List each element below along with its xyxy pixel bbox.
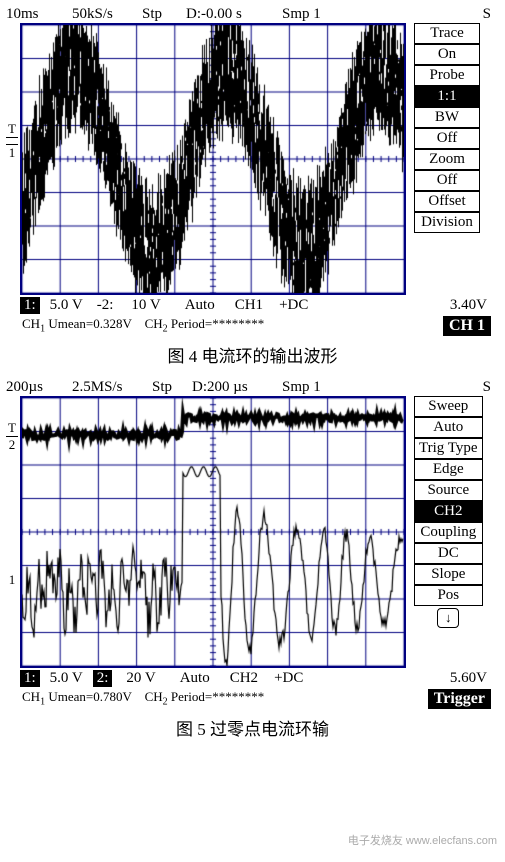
ch2-scale: 10 V [117,297,174,314]
state: Stp [152,379,192,396]
trig-src: CH1 [225,297,273,314]
smp: Smp 1 [282,6,342,23]
down-arrow-icon[interactable]: ↓ [437,608,459,628]
menu-item-trig-type[interactable]: Trig Type [414,438,483,459]
scope2-menu: SweepAutoTrig TypeEdgeSourceCH2CouplingD… [414,396,483,668]
scope2-canvas [22,398,404,666]
menu-item-dc[interactable]: DC [414,543,483,564]
ch1-marker: 1 [6,144,18,161]
delay: D:200 µs [192,379,282,396]
ch1-marker-badge: 1: [20,297,40,314]
scope1-left-markers: T 1 [6,121,18,161]
meas-period-value: ******** [212,316,264,331]
meas-ch2-sub: 2 [163,697,168,708]
menu-item-coupling[interactable]: Coupling [414,522,483,543]
sample-rate: 2.5MS/s [72,379,152,396]
readout: 3.40V [450,297,501,314]
scope2-bottom-bar: 1: 5.0 V 2: 20 V Auto CH2 +DC 5.60V [0,668,505,689]
scope1-measurements: CH1 Umean=0.328V CH2 Period=******** [0,316,264,336]
scope1-bottom-bar: 1: 5.0 V -2: 10 V Auto CH1 +DC 3.40V [0,295,505,316]
smp: Smp 1 [282,379,342,396]
meas-ch1-sub: 1 [40,324,45,335]
top-right-s: S [483,6,501,23]
trig-src: CH2 [220,670,268,687]
meas-ch2-sub: 2 [163,324,168,335]
coupling: +DC [273,297,314,314]
scope2-measurements: CH1 Umean=0.780V CH2 Period=******** [0,689,264,709]
scope-2-block: 200µs 2.5MS/s Stp D:200 µs Smp 1 S T 2 1… [0,371,505,744]
ch2-marker: -2: [93,297,118,314]
ch2-marker: 2 [6,437,18,453]
menu-item-auto[interactable]: Auto [414,417,483,438]
trigger-marker: T [6,121,18,138]
ch1-scale: 5.0 V [40,297,93,314]
menu-item-edge[interactable]: Edge [414,459,483,480]
ch1-marker-badge: 1: [20,670,40,687]
menu-item-off[interactable]: Off [414,128,480,149]
trigger-marker: T [6,420,18,437]
time-div: 10ms [6,6,72,23]
menu-item-offset[interactable]: Offset [414,191,480,212]
ch1-marker: 1 [6,572,18,588]
scope1-menu: TraceOnProbe1:1BWOffZoomOffOffsetDivisio… [414,23,480,295]
ch1-scale: 5.0 V [40,670,93,687]
meas-ch2-label: CH [145,316,163,331]
mode: Auto [170,670,220,687]
ch2-marker-badge: 2: [93,670,113,687]
menu-item-division[interactable]: Division [414,212,480,233]
active-ch-badge: Trigger [428,689,491,709]
menu-item-probe[interactable]: Probe [414,65,480,86]
sample-rate: 50kS/s [72,6,142,23]
active-ch-badge: CH 1 [443,316,491,336]
menu-item-slope[interactable]: Slope [414,564,483,585]
meas-ch1-label: CH [22,689,40,704]
readout: 5.60V [450,670,501,687]
meas-ch2-label: CH [145,689,163,704]
menu-item-zoom[interactable]: Zoom [414,149,480,170]
time-div: 200µs [6,379,72,396]
menu-item-sweep[interactable]: Sweep [414,396,483,417]
scope-1-block: 10ms 50kS/s Stp D:-0.00 s Smp 1 S T 1 Tr… [0,0,505,371]
coupling: +DC [268,670,309,687]
menu-item-off[interactable]: Off [414,170,480,191]
meas-period-label: Period= [171,316,212,331]
menu-item-trace[interactable]: Trace [414,23,480,44]
scope2-left-markers-ch1: 1 [6,572,18,588]
ch2-scale: 20 V [112,670,169,687]
scope1-top-bar: 10ms 50kS/s Stp D:-0.00 s Smp 1 S [0,4,505,23]
meas-umean-value: 0.328V [93,316,131,331]
meas-umean-label: Umean= [48,316,93,331]
meas-umean-label: Umean= [48,689,93,704]
mode: Auto [175,297,225,314]
watermark: 电子发烧友 www.elecfans.com [348,832,497,848]
scope2-left-markers-top: T 2 [6,420,18,453]
menu-item-1-1[interactable]: 1:1 [414,86,480,107]
menu-item-pos[interactable]: Pos [414,585,483,606]
delay: D:-0.00 s [186,6,282,23]
meas-period-label: Period= [171,689,212,704]
menu-item-ch2[interactable]: CH2 [414,501,483,522]
scope2-area: T 2 1 SweepAutoTrig TypeEdgeSourceCH2Cou… [0,396,505,668]
state: Stp [142,6,186,23]
scope1-area: T 1 TraceOnProbe1:1BWOffZoomOffOffsetDiv… [0,23,505,295]
meas-umean-value: 0.780V [93,689,131,704]
scope1-canvas [22,25,404,293]
scope1-waveform-area [20,23,406,295]
meas-period-value: ******** [212,689,264,704]
meas-ch1-sub: 1 [40,697,45,708]
top-right-s: S [483,379,501,396]
scope2-waveform-area [20,396,406,668]
menu-item-on[interactable]: On [414,44,480,65]
menu-item-source[interactable]: Source [414,480,483,501]
figure5-caption: 图 5 过零点电流环输 [0,709,505,744]
meas-ch1-label: CH [22,316,40,331]
scope2-top-bar: 200µs 2.5MS/s Stp D:200 µs Smp 1 S [0,377,505,396]
figure4-caption: 图 4 电流环的输出波形 [0,336,505,371]
menu-item-bw[interactable]: BW [414,107,480,128]
